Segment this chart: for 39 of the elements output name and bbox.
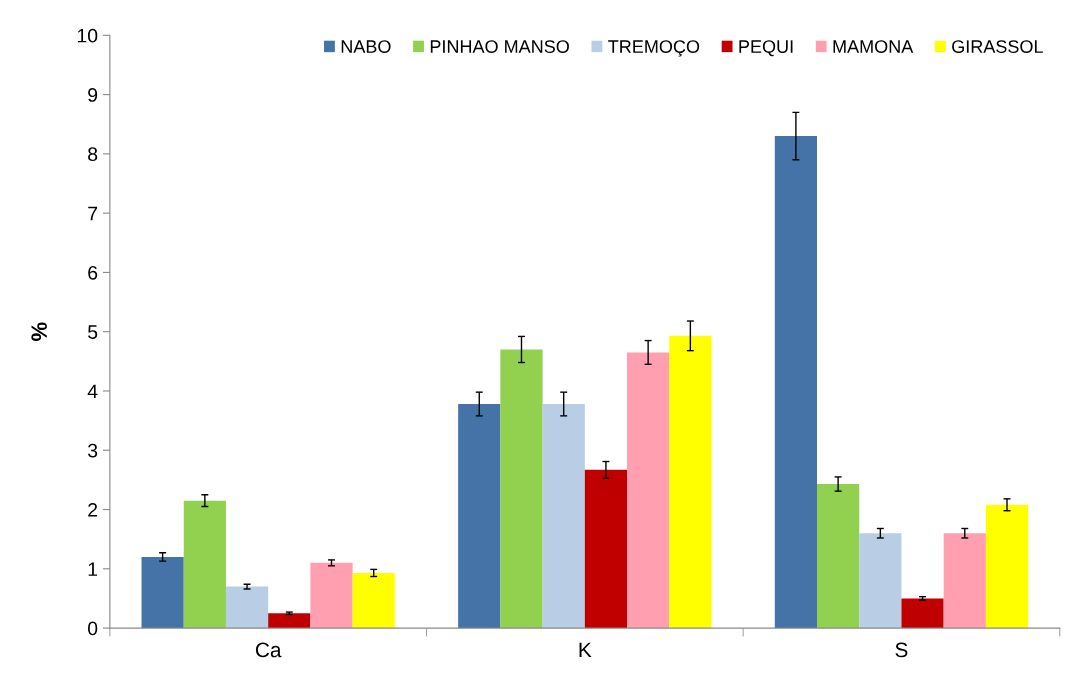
y-tick-label: 8	[88, 147, 98, 162]
bar	[141, 556, 184, 629]
bar	[985, 504, 1029, 629]
bar	[183, 500, 226, 629]
bar	[225, 586, 269, 629]
y-tick-label: 10	[77, 28, 98, 43]
bar	[774, 136, 818, 629]
bar	[458, 404, 501, 629]
x-tick-label: S	[895, 642, 908, 658]
bar	[352, 572, 395, 629]
y-tick-label: 6	[88, 265, 98, 280]
bar	[859, 533, 902, 629]
y-tick-label: 0	[88, 621, 98, 636]
y-tick-label: 5	[88, 325, 98, 339]
legend-label: GIRASSOL	[952, 40, 1043, 53]
bar	[943, 533, 986, 629]
bar	[584, 469, 628, 629]
bar	[669, 335, 712, 629]
bar	[310, 562, 353, 629]
legend-label: PINHAO MANSO	[430, 40, 569, 53]
x-tick-label: Ca	[255, 642, 282, 658]
legend-label: MAMONA	[833, 40, 914, 53]
bar	[268, 613, 311, 629]
bar	[627, 352, 670, 629]
legend-label: NABO	[341, 40, 391, 53]
bar	[542, 404, 585, 629]
x-tick-label: K	[579, 642, 592, 658]
legend-label: TREMOÇO	[608, 40, 700, 57]
y-axis-title: %	[31, 322, 47, 342]
y-tick-label: 1	[88, 562, 98, 576]
y-tick-label: 2	[88, 502, 98, 517]
y-tick-label: 4	[87, 384, 98, 399]
legend-label: PEQUI	[739, 40, 793, 57]
bar	[817, 484, 860, 629]
bar	[500, 349, 543, 629]
y-tick-label: 7	[88, 206, 98, 221]
bar	[901, 598, 944, 629]
y-tick-label: 3	[87, 443, 98, 458]
y-tick-label: 9	[88, 88, 98, 102]
